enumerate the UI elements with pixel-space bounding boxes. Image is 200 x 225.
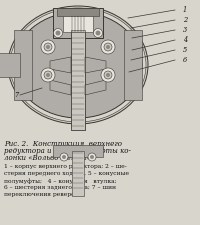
Text: полумуфты;   4 – конусная   втулка;: полумуфты; 4 – конусная втулка; <box>4 178 117 184</box>
Bar <box>53 8 103 38</box>
Ellipse shape <box>96 31 101 36</box>
Text: стерня переднего хода; 3, 5 – конусные: стерня переднего хода; 3, 5 – конусные <box>4 171 129 176</box>
Text: 1: 1 <box>183 6 187 14</box>
Text: 5: 5 <box>183 46 187 54</box>
Ellipse shape <box>41 68 55 82</box>
Ellipse shape <box>8 6 148 124</box>
Ellipse shape <box>104 71 112 79</box>
Ellipse shape <box>88 153 96 161</box>
Bar <box>0 0 200 133</box>
Text: 4: 4 <box>183 36 187 44</box>
Text: 7: 7 <box>14 91 18 99</box>
Ellipse shape <box>14 12 142 118</box>
Ellipse shape <box>46 73 50 77</box>
Ellipse shape <box>62 155 66 159</box>
Ellipse shape <box>41 40 55 54</box>
Text: лонки «Вольво Пента».: лонки «Вольво Пента». <box>4 154 93 162</box>
Ellipse shape <box>46 45 50 49</box>
Ellipse shape <box>106 45 110 49</box>
Text: 6: 6 <box>183 56 187 64</box>
Bar <box>71 30 85 130</box>
Polygon shape <box>50 80 71 95</box>
Bar <box>57 8 99 16</box>
Ellipse shape <box>54 29 62 38</box>
Text: Рис. 2.  Конструкция  верхнего: Рис. 2. Конструкция верхнего <box>4 140 122 148</box>
Polygon shape <box>85 80 106 95</box>
Text: переключения реверса.: переключения реверса. <box>4 192 80 197</box>
Ellipse shape <box>101 40 115 54</box>
Ellipse shape <box>44 43 52 51</box>
Text: 3: 3 <box>183 26 187 34</box>
Text: редуктора и конусной муфты ко-: редуктора и конусной муфты ко- <box>4 147 131 155</box>
Ellipse shape <box>60 153 68 161</box>
Ellipse shape <box>94 29 102 38</box>
Polygon shape <box>50 57 71 73</box>
Ellipse shape <box>104 43 112 51</box>
Bar <box>53 145 103 157</box>
Bar <box>72 151 84 196</box>
Bar <box>71 30 85 130</box>
Bar <box>63 16 93 32</box>
Bar <box>124 30 142 100</box>
Ellipse shape <box>56 31 60 36</box>
Bar <box>0 53 20 77</box>
Text: 2: 2 <box>183 16 187 24</box>
Text: 1 – корпус верхнего редуктора; 2 – ше-: 1 – корпус верхнего редуктора; 2 – ше- <box>4 164 127 169</box>
Ellipse shape <box>10 8 146 122</box>
Ellipse shape <box>101 68 115 82</box>
Ellipse shape <box>44 71 52 79</box>
Ellipse shape <box>90 155 94 159</box>
Text: 6 – шестерня заднего хода; 7 – шин: 6 – шестерня заднего хода; 7 – шин <box>4 185 116 190</box>
Ellipse shape <box>106 73 110 77</box>
Bar <box>14 30 32 100</box>
Polygon shape <box>85 57 106 73</box>
